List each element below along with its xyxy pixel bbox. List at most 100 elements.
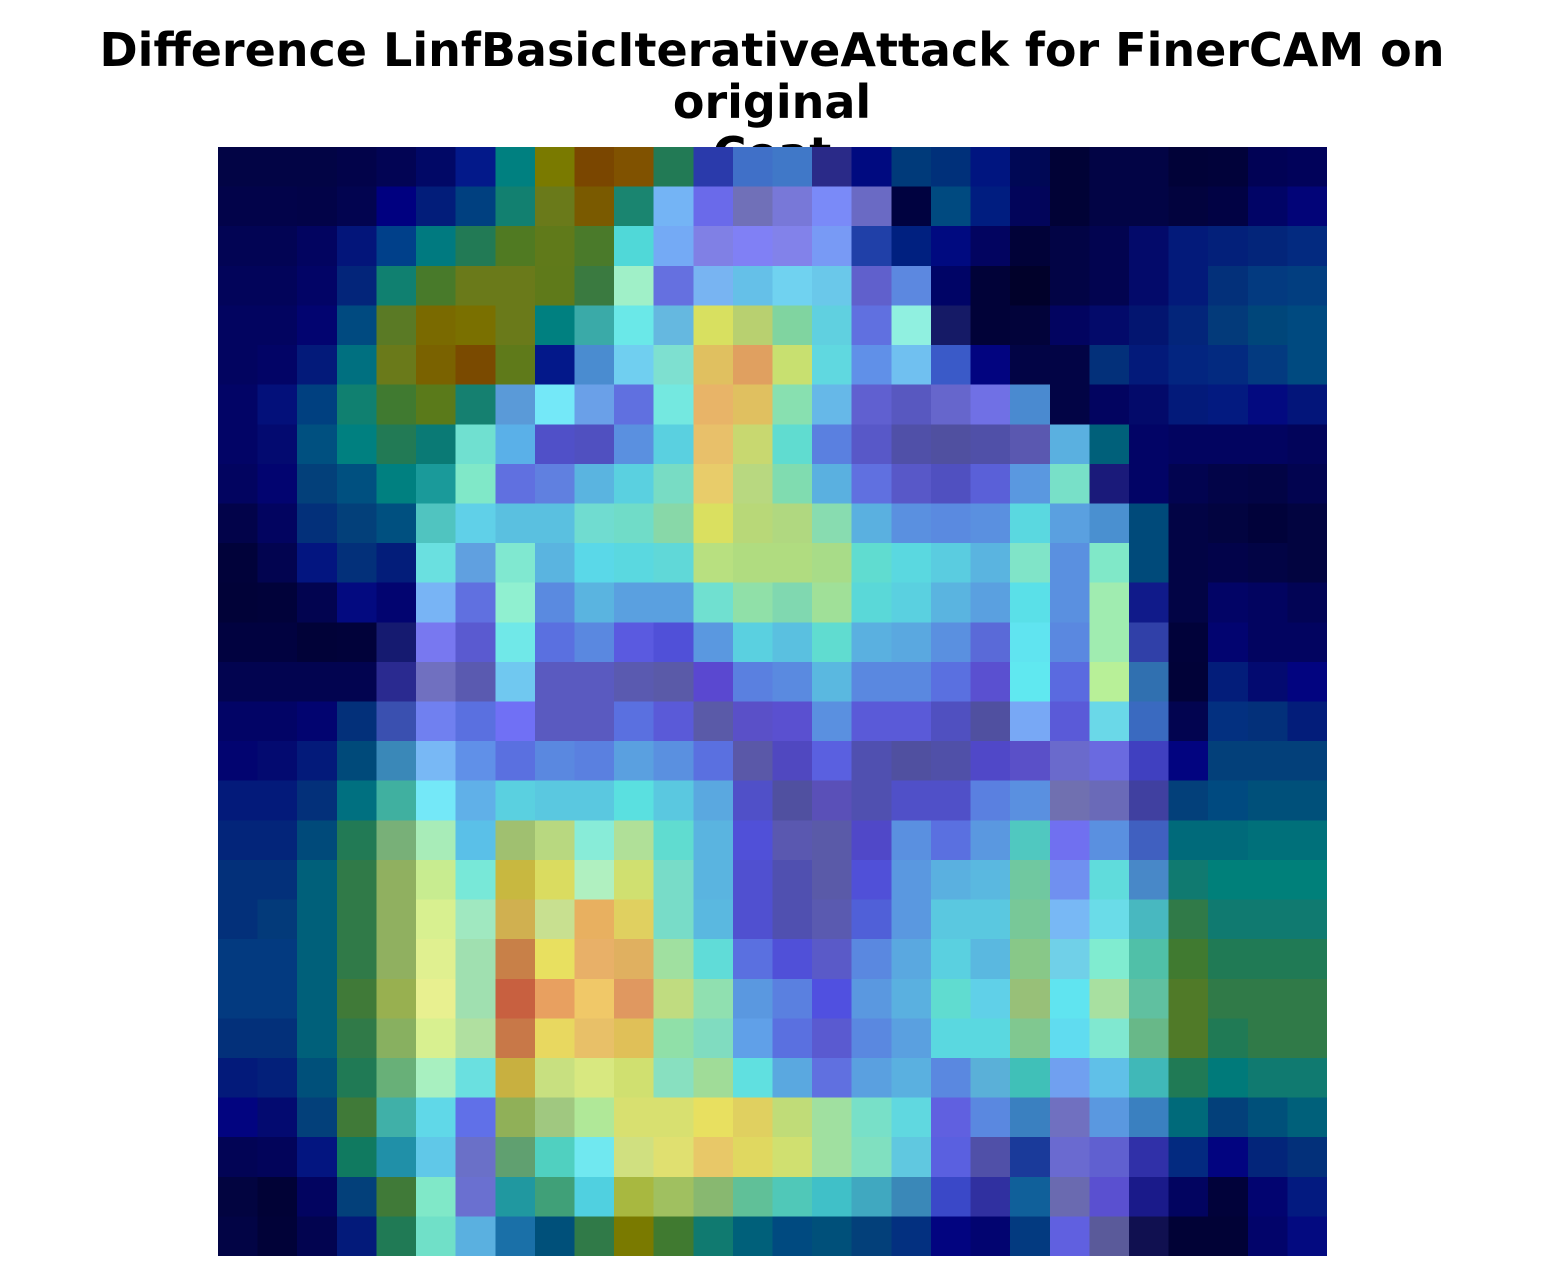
heatmap-cell: [376, 1137, 417, 1178]
heatmap-cell: [257, 543, 298, 584]
heatmap-cell: [416, 701, 457, 742]
heatmap-cell: [455, 1176, 496, 1217]
heatmap-cell: [614, 147, 655, 188]
heatmap-cell: [930, 661, 972, 703]
heatmap-cell: [1287, 780, 1327, 821]
heatmap-cell: [930, 622, 972, 663]
heatmap-cell: [1049, 226, 1090, 267]
heatmap-cell: [930, 1097, 972, 1138]
heatmap-cell: [1287, 1097, 1327, 1138]
heatmap-cell: [732, 424, 774, 465]
heatmap-cell: [297, 305, 338, 346]
heatmap-cell: [772, 701, 813, 742]
heatmap-cell: [1128, 701, 1170, 742]
heatmap-cell: [376, 1176, 417, 1217]
heatmap-cell: [812, 463, 853, 505]
heatmap-cell: [732, 1137, 774, 1178]
heatmap-cell: [732, 939, 774, 980]
heatmap-cell: [376, 582, 417, 623]
heatmap-cell: [297, 345, 338, 386]
heatmap-cell: [297, 978, 338, 1019]
heatmap-cell: [1168, 939, 1209, 980]
heatmap-cell: [772, 543, 813, 584]
heatmap-cell: [218, 582, 259, 623]
heatmap-cell: [1247, 503, 1288, 544]
heatmap-cell: [1247, 305, 1288, 346]
heatmap-cell: [1010, 820, 1051, 861]
heatmap-cell: [1049, 147, 1090, 188]
heatmap-cell: [614, 543, 655, 584]
heatmap-cell: [891, 384, 932, 425]
heatmap-cell: [257, 582, 298, 623]
heatmap-cell: [257, 780, 298, 821]
heatmap-cell: [257, 1057, 298, 1099]
heatmap-cell: [376, 226, 417, 267]
heatmap-cell: [653, 226, 694, 267]
heatmap-cell: [218, 741, 259, 782]
heatmap-cell: [416, 1097, 457, 1138]
heatmap-cell: [772, 582, 813, 623]
heatmap-cell: [1049, 543, 1090, 584]
heatmap-cell: [1247, 345, 1288, 386]
heatmap-cell: [1128, 384, 1170, 425]
heatmap-cell: [534, 543, 576, 584]
heatmap-cell: [257, 859, 298, 901]
heatmap-cell: [851, 463, 892, 505]
heatmap-cell: [376, 820, 417, 861]
heatmap-cell: [812, 1018, 853, 1059]
heatmap-cell: [851, 543, 892, 584]
heatmap-cell: [455, 186, 496, 227]
heatmap-cell: [693, 424, 734, 465]
heatmap-cell: [614, 1137, 655, 1178]
heatmap-cell: [1247, 384, 1288, 425]
heatmap-cell: [1128, 1057, 1170, 1099]
heatmap-cell: [297, 741, 338, 782]
heatmap-cell: [970, 1057, 1011, 1099]
heatmap-cell: [1089, 384, 1130, 425]
heatmap-cell: [970, 622, 1011, 663]
heatmap-cell: [1089, 939, 1130, 980]
heatmap-cell: [297, 1097, 338, 1138]
heatmap-cell: [495, 1216, 536, 1256]
heatmap-cell: [218, 1176, 259, 1217]
heatmap-cell: [455, 701, 496, 742]
heatmap-cell: [1089, 1176, 1130, 1217]
heatmap-cell: [336, 305, 378, 346]
heatmap-cell: [891, 1057, 932, 1099]
heatmap-cell: [732, 543, 774, 584]
heatmap-cell: [653, 305, 694, 346]
heatmap-cell: [416, 424, 457, 465]
heatmap-cell: [930, 1176, 972, 1217]
heatmap-cell: [1128, 859, 1170, 901]
heatmap-cell: [416, 899, 457, 940]
heatmap-cell: [336, 1137, 378, 1178]
heatmap-cell: [693, 859, 734, 901]
heatmap-cell: [772, 1097, 813, 1138]
heatmap-cell: [891, 147, 932, 188]
heatmap-cell: [1128, 582, 1170, 623]
heatmap-cell: [336, 1176, 378, 1217]
heatmap-cell: [1168, 305, 1209, 346]
heatmap-cell: [1287, 582, 1327, 623]
heatmap-cell: [891, 463, 932, 505]
heatmap-cell: [1128, 1176, 1170, 1217]
heatmap-cell: [772, 859, 813, 901]
heatmap-cell: [1247, 899, 1288, 940]
heatmap-cell: [1049, 622, 1090, 663]
heatmap-cell: [1049, 1176, 1090, 1217]
heatmap-cell: [416, 978, 457, 1019]
heatmap-cell: [1247, 582, 1288, 623]
heatmap-cell: [1168, 503, 1209, 544]
heatmap-cell: [1168, 701, 1209, 742]
heatmap-cell: [812, 384, 853, 425]
heatmap-cell: [574, 1216, 615, 1256]
heatmap-cell: [732, 899, 774, 940]
heatmap-cell: [455, 345, 496, 386]
heatmap-cell: [1287, 265, 1327, 307]
heatmap-cell: [1208, 1057, 1249, 1099]
heatmap-cell: [297, 582, 338, 623]
heatmap-cell: [534, 1137, 576, 1178]
heatmap-cell: [218, 701, 259, 742]
heatmap-cell: [693, 661, 734, 703]
heatmap-cell: [891, 820, 932, 861]
